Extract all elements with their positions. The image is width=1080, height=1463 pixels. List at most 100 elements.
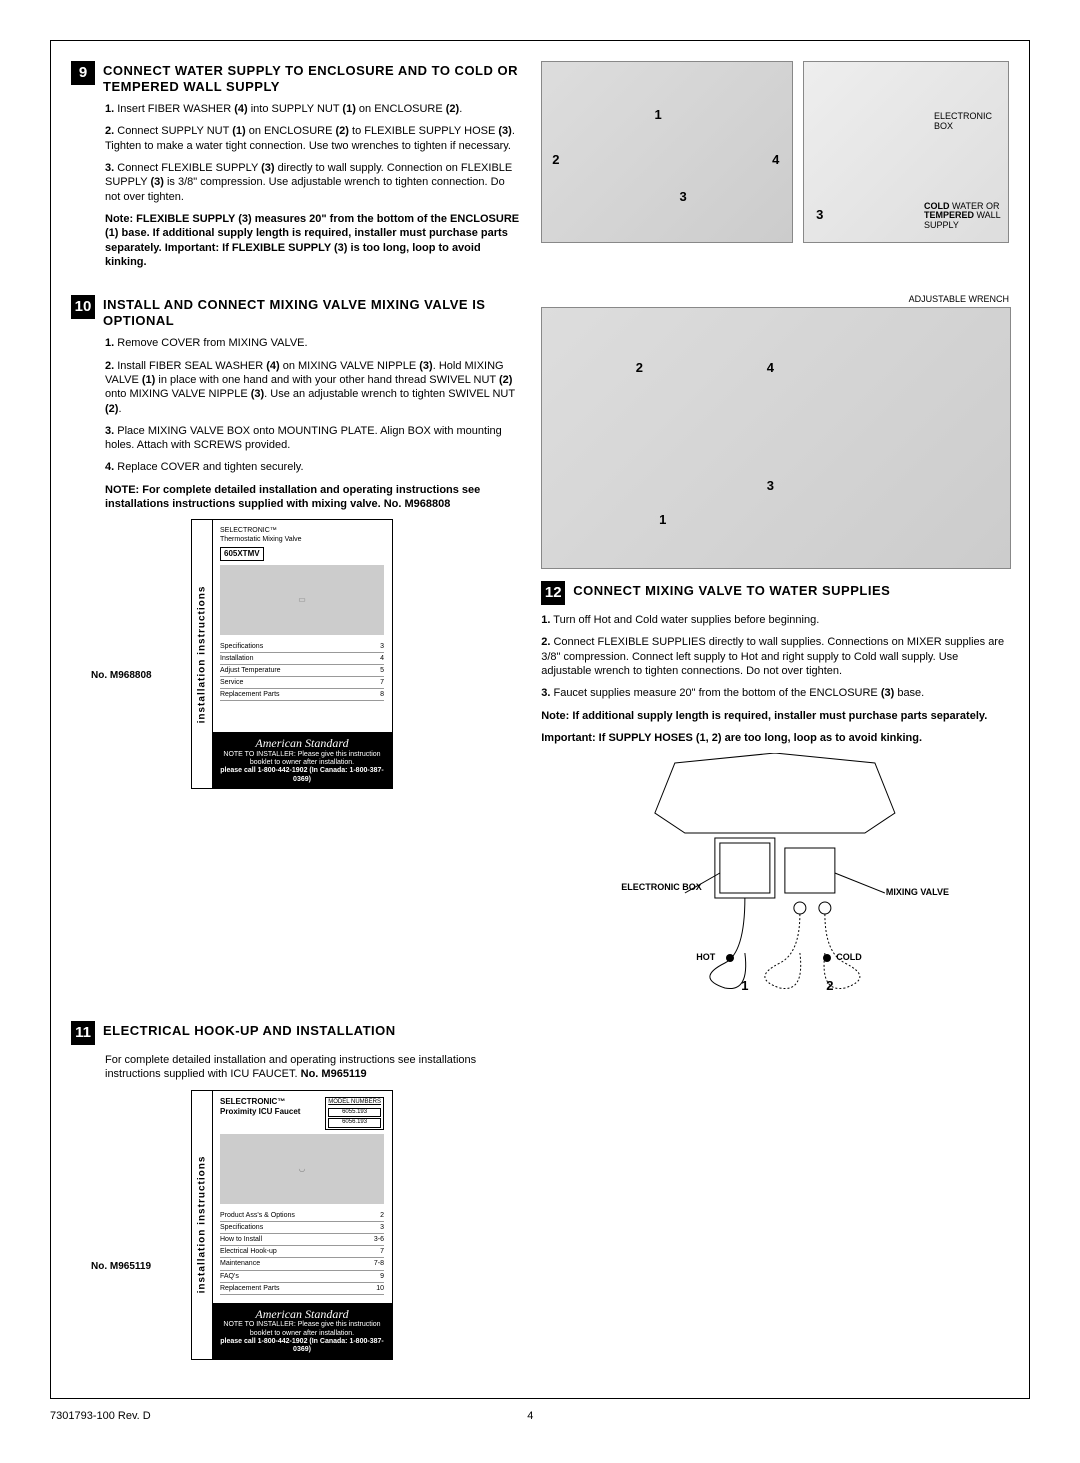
toc-line: Specifications3 (220, 641, 384, 653)
step-10-item-1: 1. Remove COVER from MIXING VALVE. (105, 336, 521, 350)
manual-thumb-icon: ▭ (220, 565, 384, 635)
instr-num: 2. (105, 360, 114, 372)
step-12-diagram: ELECTRONIC BOX MIXING VALVE HOT COLD 1 2 (541, 753, 1009, 1003)
page-number: 4 (527, 1409, 533, 1423)
fig10-label-4: 4 (767, 360, 774, 377)
diag-cold-label: COLD (836, 953, 862, 963)
manual-thumb-icon: ◡ (220, 1134, 384, 1204)
txt: ELECTRONIC BOX (621, 882, 702, 892)
b: TEMPERED (924, 210, 974, 220)
sidebar-text: installation instructions (196, 585, 209, 723)
b: No. M965119 (301, 1068, 367, 1080)
b: (3) (251, 388, 264, 400)
step-12-item-3: 3. Faucet supplies measure 20" from the … (541, 686, 1009, 700)
b: (2) (446, 103, 459, 115)
txt: Replace COVER and tighten securely. (114, 461, 303, 473)
toc-line: Replacement Parts10 (220, 1283, 384, 1295)
manual-subtitle: Proximity ICU Faucet (220, 1107, 300, 1117)
model-1: 6056.193 (328, 1118, 381, 1128)
toc-line: FAQ's9 (220, 1271, 384, 1283)
txt: MIXING VALVE (886, 887, 949, 897)
fig10-label-3: 3 (767, 478, 774, 495)
instr-num: 2. (105, 125, 114, 137)
toc-line: Electrical Hook-up7 (220, 1246, 384, 1258)
manual-model: 605XTMV (220, 547, 264, 561)
b: (4) (266, 360, 279, 372)
instr-num: 1. (105, 103, 114, 115)
step-12-item-1: 1. Turn off Hot and Cold water supplies … (541, 613, 1009, 627)
txt: on ENCLOSURE (246, 125, 336, 137)
footer-top: NOTE TO INSTALLER: Please give this inst… (216, 1321, 388, 1338)
fig9b-label-3: 3 (816, 207, 823, 224)
txt: Install FIBER SEAL WASHER (114, 360, 266, 372)
step-10-header: 10 INSTALL AND CONNECT MIXING VALVE MIXI… (71, 295, 521, 328)
fig10-label-2: 2 (636, 360, 643, 377)
step-9-title: CONNECT WATER SUPPLY TO ENCLOSURE AND TO… (103, 61, 521, 94)
txt: on MIXING VALVE NIPPLE (280, 360, 420, 372)
content-frame: 9 CONNECT WATER SUPPLY TO ENCLOSURE AND … (50, 40, 1030, 1399)
step-10-text-col: 10 INSTALL AND CONNECT MIXING VALVE MIXI… (71, 295, 521, 1003)
toc-line: Maintenance7-8 (220, 1258, 384, 1270)
step-10-item-4: 4. Replace COVER and tighten securely. (105, 460, 521, 474)
txt: . (459, 103, 462, 115)
step-9-item-2: 2. Connect SUPPLY NUT (1) on ENCLOSURE (… (105, 124, 521, 153)
manual-sidebar: installation instructions (192, 1091, 213, 1359)
toc-line: Installation4 (220, 653, 384, 665)
txt: Connect FLEXIBLE SUPPLY (114, 162, 261, 174)
b: (1) (232, 125, 245, 137)
fig9a-label-1: 1 (655, 107, 662, 124)
step-9-text-col: 9 CONNECT WATER SUPPLY TO ENCLOSURE AND … (71, 61, 521, 277)
fig9a-label-2: 2 (552, 152, 559, 169)
diag-n1: 1 (741, 978, 748, 995)
step-12-header: 12 CONNECT MIXING VALVE TO WATER SUPPLIE… (541, 581, 1009, 605)
step-12-note2: Important: If SUPPLY HOSES (1, 2) are to… (541, 731, 1009, 745)
fig9a-label-3: 3 (680, 189, 687, 206)
txt: Turn off Hot and Cold water supplies bef… (550, 614, 819, 626)
sidebar-text: installation instructions (196, 1156, 209, 1294)
manual-toc: Specifications3Installation4Adjust Tempe… (220, 641, 384, 701)
step-11-intro: For complete detailed installation and o… (71, 1053, 521, 1082)
txt: WATER OR (950, 201, 1000, 211)
diag-eb-label: ELECTRONIC BOX (621, 883, 702, 893)
manual-brand: SELECTRONIC™ (220, 526, 384, 535)
toc-line: Adjust Temperature5 (220, 665, 384, 677)
txt: For complete detailed installation and o… (105, 1054, 476, 1080)
manual-no-m965119: No. M965119 (91, 1260, 151, 1273)
footer-script: American Standard (216, 1307, 388, 1321)
step-9-number: 9 (71, 61, 95, 85)
step-9-instructions: 1. Insert FIBER WASHER (4) into SUPPLY N… (71, 102, 521, 269)
fig9b-label-eb: ELECTRONIC BOX (934, 112, 1004, 132)
step-10-figure: 1 2 3 4 (541, 307, 1011, 569)
fig10-adj-label: ADJUSTABLE WRENCH (541, 295, 1009, 305)
manual-footer: American Standard NOTE TO INSTALLER: Ple… (212, 1303, 392, 1359)
step-10-title: INSTALL AND CONNECT MIXING VALVE MIXING … (103, 295, 521, 328)
b: (3) (419, 360, 432, 372)
step-11-header: 11 ELECTRICAL HOOK-UP AND INSTALLATION (71, 1021, 521, 1045)
page: 9 CONNECT WATER SUPPLY TO ENCLOSURE AND … (50, 40, 1030, 1423)
step-9-figure-b: 3 ELECTRONIC BOX COLD WATER OR TEMPERED … (803, 61, 1009, 243)
step-12-number: 12 (541, 581, 565, 605)
txt: is 3/8" compression. Use adjustable wren… (105, 176, 505, 202)
step-11-intro-p: For complete detailed installation and o… (105, 1053, 521, 1082)
step-10-row: 10 INSTALL AND CONNECT MIXING VALVE MIXI… (71, 295, 1009, 1003)
fig9b-label-supply: COLD WATER OR TEMPERED WALL SUPPLY (924, 202, 1004, 232)
toc-line: Specifications3 (220, 1222, 384, 1234)
b: (2) (105, 403, 118, 415)
footer-phone: please call 1-800-442-1902 (In Canada: 1… (216, 767, 388, 784)
page-footer: 7301793-100 Rev. D 4 (50, 1409, 1030, 1423)
txt: to FLEXIBLE SUPPLY HOSE (349, 125, 498, 137)
step-9-figure-a: 1 2 3 4 (541, 61, 793, 243)
step-12-item-2: 2. Connect FLEXIBLE SUPPLIES directly to… (541, 635, 1009, 678)
b: (1) (142, 374, 155, 386)
b: (3) (150, 176, 163, 188)
step-10-note: NOTE: For complete detailed installation… (105, 483, 521, 512)
diag-mv-label: MIXING VALVE (886, 888, 949, 898)
b: COLD (924, 201, 950, 211)
manual-subtitle: Thermostatic Mixing Valve (220, 535, 384, 544)
fig9a-label-4: 4 (772, 152, 779, 169)
txt: on ENCLOSURE (356, 103, 446, 115)
txt: Connect FLEXIBLE SUPPLIES directly to wa… (541, 636, 1004, 677)
step-9-header: 9 CONNECT WATER SUPPLY TO ENCLOSURE AND … (71, 61, 521, 94)
step-10-number: 10 (71, 295, 95, 319)
manual-content: SELECTRONIC™ Thermostatic Mixing Valve 6… (212, 520, 392, 732)
